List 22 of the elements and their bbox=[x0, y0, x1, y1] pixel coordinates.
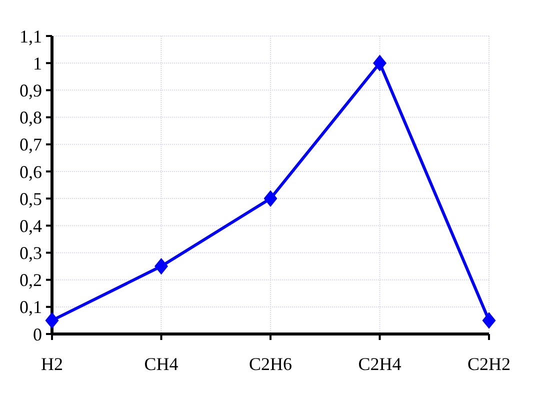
y-tick-label: 0,8 bbox=[20, 108, 42, 128]
x-tick-label: C2H2 bbox=[467, 354, 511, 374]
x-tick-label: H2 bbox=[41, 354, 63, 374]
x-tick-label: CH4 bbox=[144, 354, 178, 374]
y-tick-label: 1 bbox=[33, 53, 42, 74]
point bbox=[264, 190, 278, 207]
y-tick-label: 0,7 bbox=[20, 134, 42, 155]
y-tick-label: 0,4 bbox=[20, 216, 42, 236]
y-tick-label: 0,5 bbox=[20, 188, 42, 209]
x-tick-label: C2H4 bbox=[358, 354, 402, 374]
y-tick-label: 0,1 bbox=[20, 297, 42, 318]
x-tick-label: C2H6 bbox=[248, 354, 292, 374]
point bbox=[372, 54, 387, 72]
y-tick-label: 0,6 bbox=[20, 162, 42, 182]
y-tick-label: 0 bbox=[33, 324, 42, 344]
point bbox=[45, 312, 59, 329]
y-tick-label: 1,1 bbox=[20, 26, 42, 46]
y-tick-label: 0,9 bbox=[20, 80, 42, 100]
point bbox=[482, 312, 496, 329]
point bbox=[154, 258, 168, 275]
y-tick-label: 0,2 bbox=[20, 270, 42, 290]
y-tick-label: 0,3 bbox=[20, 243, 42, 264]
